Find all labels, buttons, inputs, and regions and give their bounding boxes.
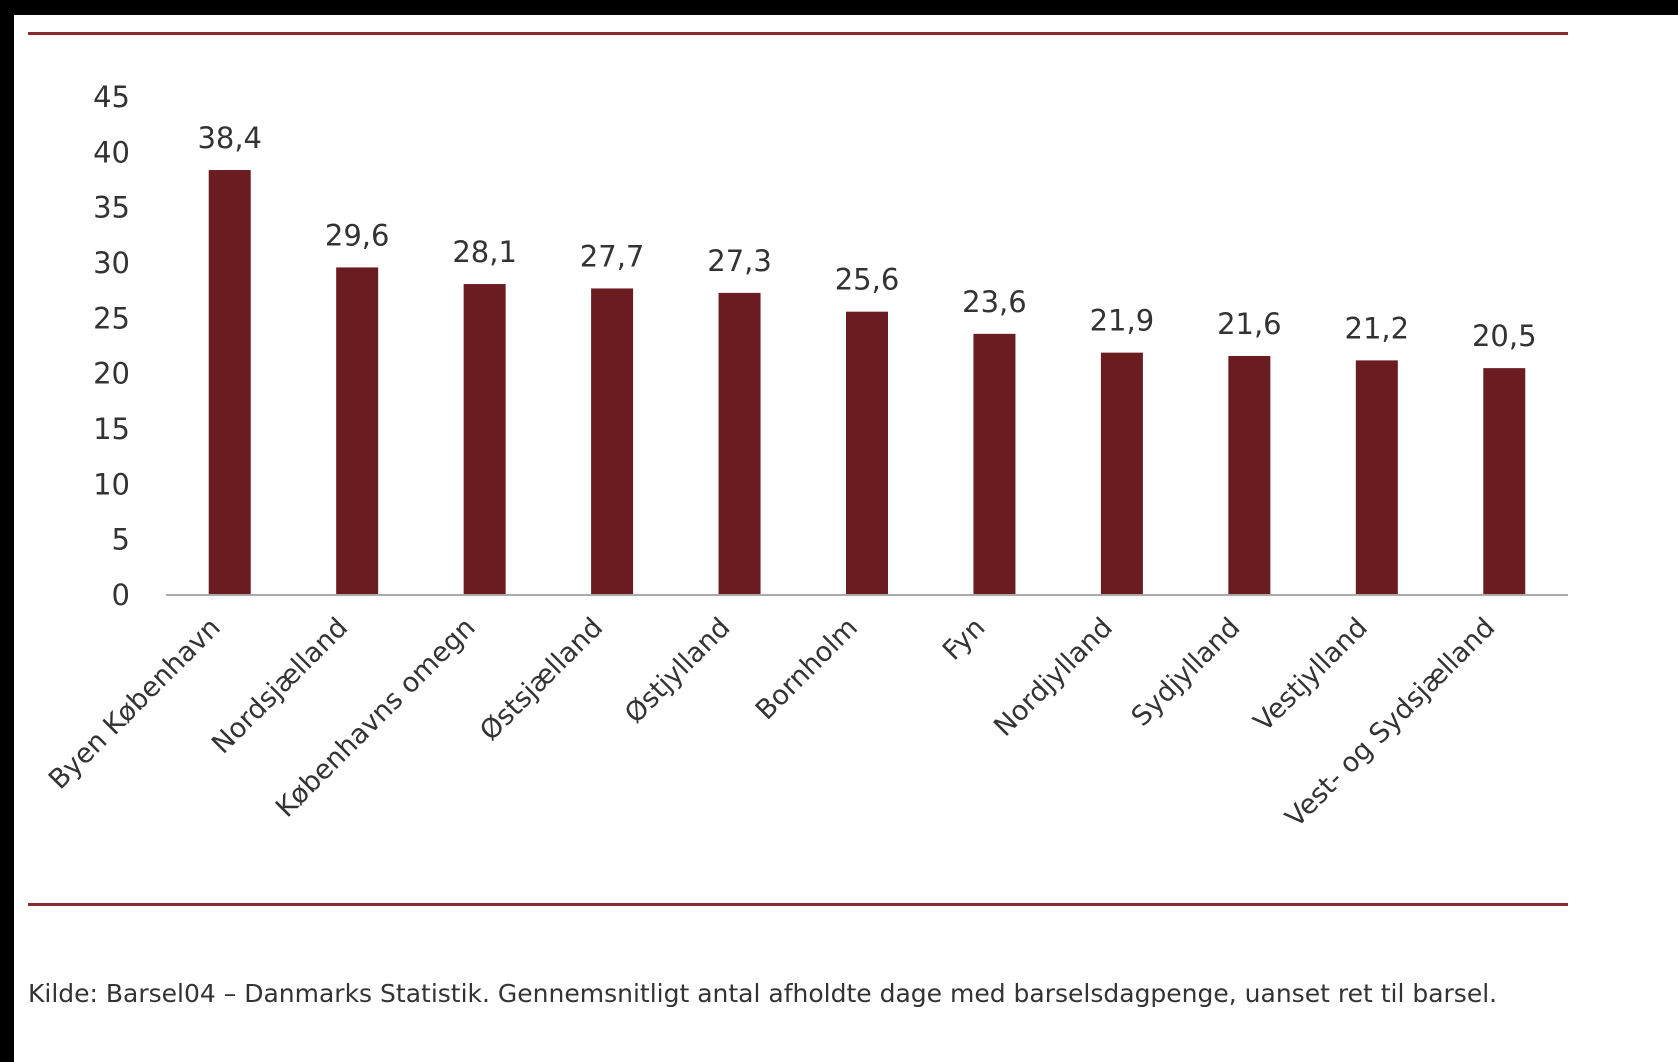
bar [1228, 355, 1271, 595]
x-tick-label: Sydjylland [1126, 612, 1247, 733]
bar [1100, 352, 1143, 595]
bar [208, 170, 251, 596]
bars [208, 170, 1526, 596]
bottom-rule [28, 903, 1568, 906]
bar [1355, 360, 1398, 595]
y-tick-label: 15 [93, 412, 130, 446]
x-tick-label: Østsjælland [474, 612, 609, 747]
y-tick-label: 35 [93, 191, 130, 225]
y-tick-label: 25 [93, 301, 130, 335]
data-label: 21,9 [1090, 304, 1155, 338]
y-tick-label: 40 [93, 135, 130, 169]
bar [336, 267, 379, 595]
x-tick-label: Vest- og Sydsjælland [1280, 612, 1502, 834]
value-labels: 38,4 29,6 28,1 27,7 27,3 25,6 23,6 21,9 21,6 21,2… [197, 121, 1536, 353]
y-tick-label: 0 [112, 578, 130, 612]
bar [463, 284, 506, 595]
bar [973, 333, 1016, 595]
bar-chart: 0 5 10 15 20 25 30 35 40 45 38,4 29,6 28,1 27,7 27,3 2… [43, 80, 1568, 834]
data-label: 29,6 [325, 218, 390, 252]
x-tick-label: Bornholm [750, 612, 864, 726]
data-label: 28,1 [452, 235, 517, 269]
source-note: Kilde: Barsel04 – Danmarks Statistik. Ge… [28, 979, 1498, 1008]
data-label: 21,6 [1217, 307, 1282, 341]
bar [846, 311, 888, 595]
y-tick-label: 10 [93, 467, 130, 501]
bar [718, 292, 761, 595]
chart-panel: 0 5 10 15 20 25 30 35 40 45 38,4 29,6 28,1 27,7 27,3 2… [14, 15, 1678, 1062]
data-label: 23,6 [962, 285, 1027, 319]
data-label: 21,2 [1345, 311, 1410, 345]
bar [591, 288, 634, 595]
data-label: 20,5 [1472, 319, 1537, 353]
x-tick-label: Østjylland [619, 612, 737, 730]
data-label: 25,6 [835, 263, 900, 297]
bar [1483, 368, 1526, 595]
x-tick-label: Nordsjælland [206, 612, 354, 760]
x-tick-label: Nordjylland [988, 612, 1119, 743]
x-tick-label: Byen København [43, 612, 227, 796]
y-tick-label: 5 [112, 523, 130, 557]
data-label: 27,7 [580, 239, 645, 273]
x-tick-label: Vestjylland [1248, 612, 1374, 738]
y-axis: 0 5 10 15 20 25 30 35 40 45 [93, 80, 130, 612]
data-label: 38,4 [197, 121, 262, 155]
data-label: 27,3 [707, 244, 772, 278]
y-tick-label: 20 [93, 357, 130, 391]
y-tick-label: 30 [93, 246, 130, 280]
x-tick-label: Fyn [937, 612, 992, 667]
top-rule [28, 32, 1568, 35]
y-tick-label: 45 [93, 80, 130, 114]
